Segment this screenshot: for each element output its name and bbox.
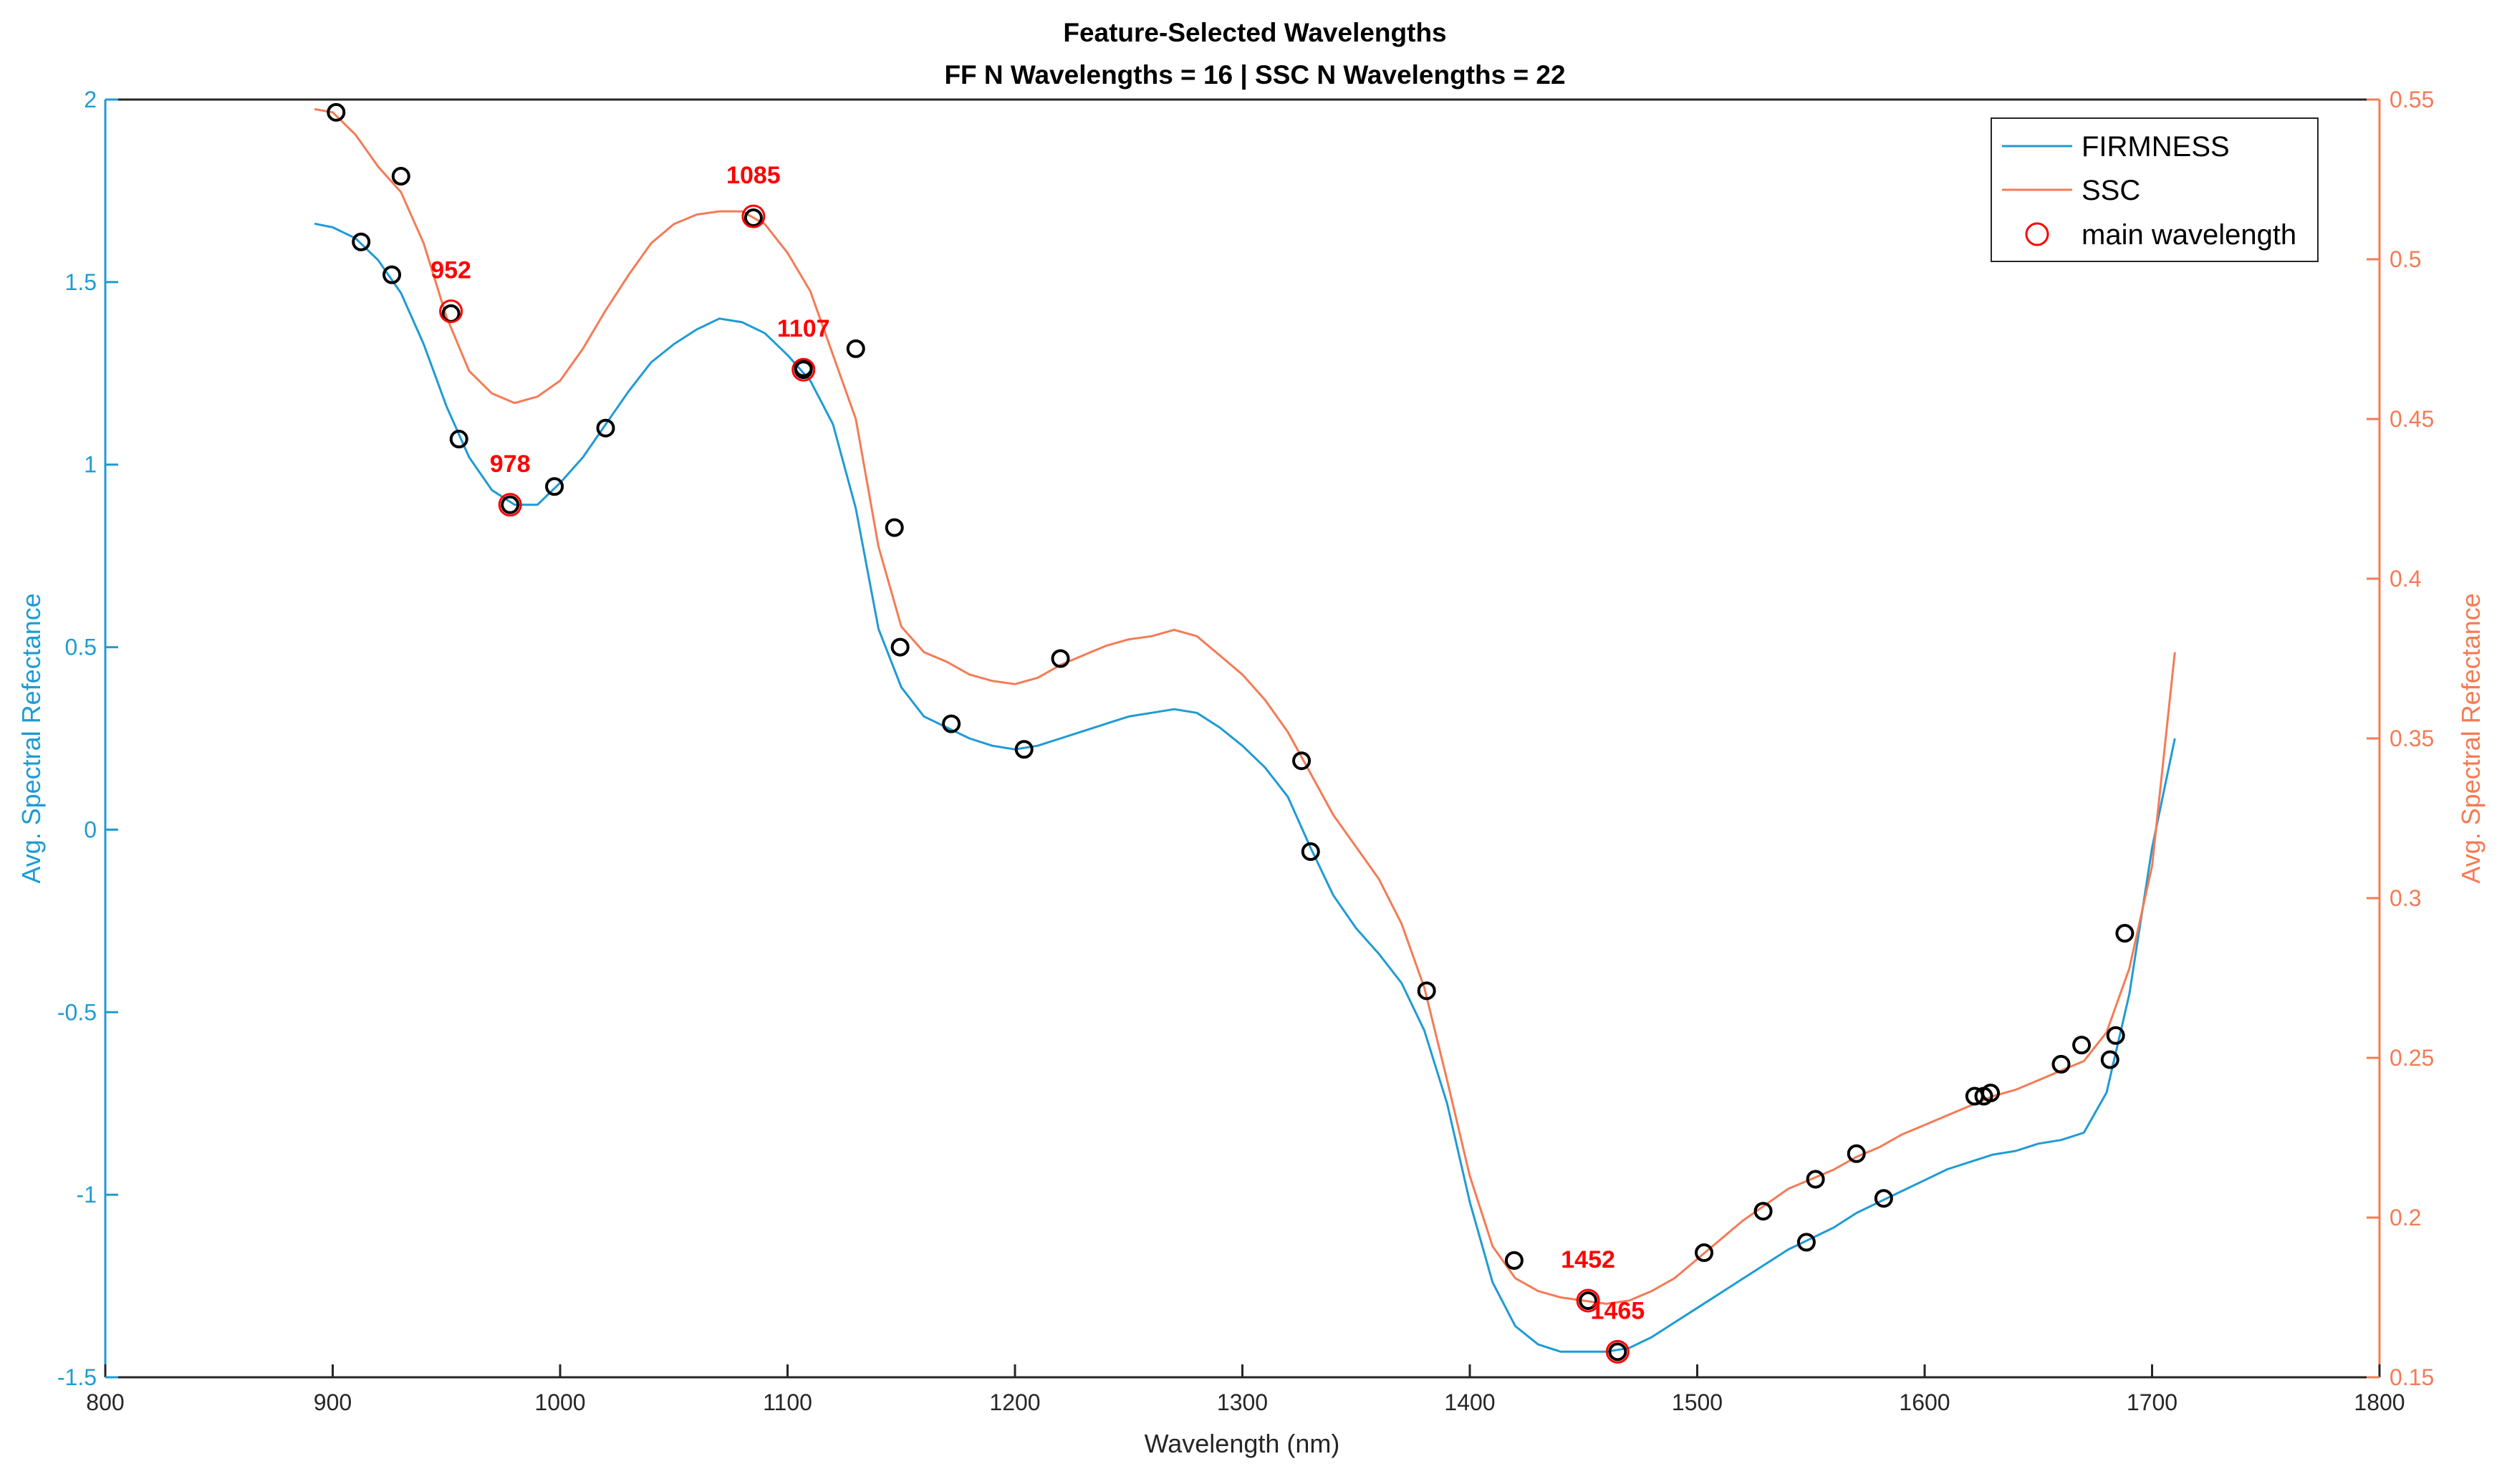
- y-right-tick-label-0.4: 0.4: [2390, 566, 2421, 592]
- main-wavelength-marker-1465: [1605, 1339, 1630, 1364]
- ssc-selected-point-19: [2072, 1036, 2092, 1055]
- y-right-tick-label-0.45: 0.45: [2390, 406, 2434, 432]
- main-wavelength-marker-978: [498, 493, 522, 517]
- firmness-selected-point-7: [890, 637, 910, 657]
- x-tick-label-1400: 1400: [1444, 1389, 1495, 1415]
- chart-subtitle: FF N Wavelengths = 16 | SSC N Wavelength…: [944, 60, 1565, 90]
- ssc-selected-point-0: [327, 102, 346, 122]
- ssc-selected-point-9: [1417, 981, 1436, 1001]
- legend: FIRMNESS SSC main wavelength: [1991, 117, 2319, 262]
- firmness-selected-point-8: [942, 714, 961, 733]
- plot-area: [105, 100, 2379, 1377]
- x-tick-label-1800: 1800: [2354, 1389, 2405, 1415]
- y-ticks-right: 0.15 0.2 0.25 0.3 0.35 0.4 0.45 0.5 0.55: [2367, 87, 2434, 1390]
- marker-layer: [327, 102, 2135, 1362]
- firmness-selected-point-3: [501, 495, 520, 514]
- y-left-tick-label--0.5: -0.5: [57, 999, 97, 1025]
- firmness-selected-point-4: [545, 477, 564, 496]
- ssc-selected-point-3: [744, 208, 763, 228]
- y-left-tick-label-1: 1: [84, 452, 97, 478]
- chart-title: Feature-Selected Wavelengths: [1063, 18, 1446, 47]
- legend-firmness-label: FIRMNESS: [2082, 131, 2230, 163]
- firmness-selected-point-11: [1504, 1251, 1524, 1270]
- annotation-layer: 952 978 1085 1107 1452 1465: [430, 162, 1645, 1364]
- y-right-tick-label-0.5: 0.5: [2390, 246, 2421, 272]
- legend-main-wavelength-swatch: [2025, 222, 2049, 246]
- y-ticks-left: -1.5 -1 -0.5 0 0.5 1 1.5 2: [57, 87, 118, 1390]
- ssc-selected-point-10: [1579, 1291, 1598, 1310]
- y-right-tick-label-0.15: 0.15: [2390, 1364, 2434, 1390]
- legend-main-wavelength-label: main wavelength: [2082, 219, 2296, 251]
- y-right-tick-label-0.55: 0.55: [2390, 87, 2434, 112]
- firmness-selected-point-12: [1608, 1342, 1627, 1362]
- y-left-tick-label--1: -1: [77, 1182, 97, 1208]
- x-axis-label: Wavelength (nm): [1145, 1429, 1340, 1458]
- x-tick-label-900: 900: [314, 1389, 352, 1415]
- x-tick-label-1700: 1700: [2127, 1389, 2177, 1415]
- ssc-selected-point-18: [2051, 1054, 2071, 1074]
- y-axis-left-label: Avg. Spectral Refectance: [16, 593, 46, 884]
- firmness-selected-point-0: [352, 232, 371, 251]
- x-tick-label-1600: 1600: [1899, 1389, 1950, 1415]
- ssc-selected-point-21: [2115, 924, 2135, 943]
- y-right-tick-label-0.3: 0.3: [2390, 885, 2421, 911]
- ssc-selected-point-8: [1292, 751, 1312, 771]
- y-left-tick-label-1.5: 1.5: [65, 269, 97, 295]
- y-left-tick-label-0.5: 0.5: [65, 635, 97, 660]
- main-wavelength-label-1085: 1085: [726, 162, 781, 189]
- ssc-selected-point-5: [846, 339, 865, 358]
- x-tick-label-1500: 1500: [1672, 1389, 1723, 1415]
- x-tick-label-1100: 1100: [763, 1389, 812, 1415]
- ssc-selected-point-11: [1695, 1243, 1714, 1263]
- main-wavelength-label-1465: 1465: [1591, 1297, 1645, 1324]
- main-wavelength-marker-1452: [1576, 1288, 1600, 1313]
- ssc-selected-point-17: [1981, 1084, 2001, 1103]
- x-tick-label-800: 800: [86, 1389, 124, 1415]
- firmness-selected-point-9: [1014, 740, 1034, 759]
- ssc-selected-point-1: [391, 167, 410, 186]
- firmness-selected-point-2: [449, 430, 468, 449]
- y-right-tick-label-0.35: 0.35: [2390, 726, 2434, 751]
- firmness-selected-point-10: [1301, 842, 1320, 862]
- y-right-tick-label-0.2: 0.2: [2390, 1205, 2421, 1230]
- firmness-selected-point-14: [1874, 1189, 1893, 1208]
- firmness-selected-point-13: [1796, 1233, 1816, 1252]
- main-wavelength-label-1452: 1452: [1561, 1246, 1615, 1273]
- legend-ssc-label: SSC: [2082, 175, 2140, 206]
- firmness-selected-point-5: [596, 418, 615, 438]
- y-axis-right-label: Avg. Spectral Refectance: [2456, 593, 2485, 884]
- main-wavelength-marker-952: [439, 299, 463, 324]
- main-wavelength-label-1107: 1107: [777, 315, 830, 342]
- main-wavelength-label-952: 952: [430, 257, 471, 284]
- main-wavelength-marker-1085: [741, 204, 766, 228]
- y-left-tick-label-0: 0: [84, 816, 97, 842]
- main-wavelength-marker-1107: [791, 357, 816, 382]
- firmness-selected-point-1: [382, 265, 402, 284]
- ssc-selected-point-12: [1753, 1202, 1773, 1221]
- x-ticks: 800 900 1000 1100 1200 1300 1400 1500 1600 1700 18…: [86, 1364, 2405, 1415]
- y-left-tick-label-2: 2: [84, 87, 97, 112]
- ssc-selected-point-7: [1051, 649, 1070, 668]
- y-right-tick-label-0.25: 0.25: [2390, 1045, 2434, 1071]
- y-left-tick-label--1.5: -1.5: [57, 1364, 97, 1390]
- x-tick-label-1000: 1000: [534, 1389, 585, 1415]
- ssc-selected-point-13: [1806, 1170, 1825, 1189]
- firmness-selected-point-15: [2100, 1050, 2119, 1069]
- ssc-selected-point-20: [2106, 1026, 2125, 1045]
- x-tick-label-1300: 1300: [1217, 1389, 1268, 1415]
- ssc-selected-point-14: [1847, 1144, 1866, 1163]
- main-wavelength-label-978: 978: [490, 450, 531, 478]
- series-line-firmness: [314, 222, 2176, 1353]
- x-tick-label-1200: 1200: [989, 1389, 1040, 1415]
- ssc-selected-point-6: [885, 518, 904, 537]
